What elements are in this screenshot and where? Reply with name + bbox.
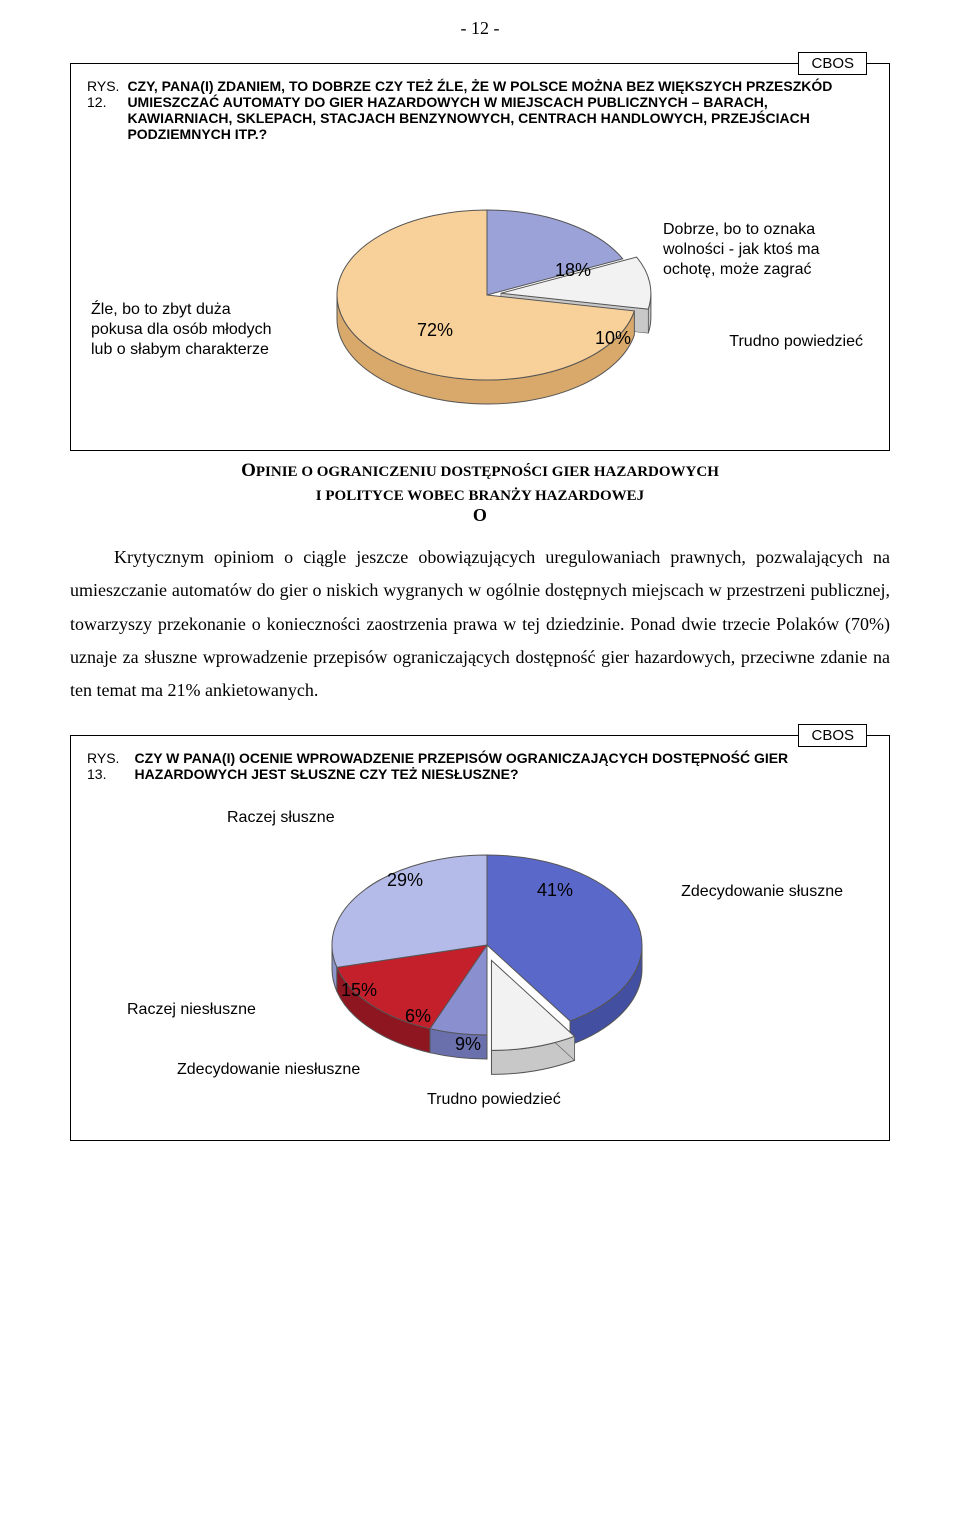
fig12-right-top-label: Dobrze, bo to oznakawolności - jak ktoś …: [663, 220, 863, 280]
section-heading-render: OPINIE O OGRANICZENIU DOSTĘPNOŚCI GIER H…: [80, 460, 880, 482]
label-raczej-sluszne: Raczej słuszne: [227, 808, 335, 828]
figure-13-heading: RYS. 13. CZY W PANA(I) OCENIE WPROWADZEN…: [87, 750, 873, 782]
pct-41: 41%: [537, 880, 573, 901]
section-subheading: I POLITYCE WOBEC BRANŻY HAZARDOWEJ: [80, 488, 880, 505]
figure-13-chart: Raczej słuszne Zdecydowanie słuszne Racz…: [87, 790, 873, 1120]
cbos-tag: CBOS: [798, 52, 867, 75]
pct-9: 9%: [455, 1034, 481, 1055]
figure-13-label: RYS. 13.: [87, 750, 127, 782]
pie-chart-1: [87, 150, 877, 430]
figure-12-chart: Źle, bo to zbyt dużapokusa dla osób młod…: [87, 150, 873, 430]
cbos-tag-2: CBOS: [798, 724, 867, 747]
body-paragraph: Krytycznym opiniom o ciągle jeszcze obow…: [70, 541, 890, 707]
section-heading: OOPINIE O OGRANICZENIU DOSTĘPNOŚCI GIER …: [80, 505, 880, 526]
label-zdec-niesluszne: Zdecydowanie niesłuszne: [177, 1060, 360, 1080]
figure-12-heading: RYS. 12. CZY, PANA(I) ZDANIEM, TO DOBRZE…: [87, 78, 873, 142]
figure-12-title: CZY, PANA(I) ZDANIEM, TO DOBRZE CZY TEŻ …: [127, 78, 873, 142]
pct-29: 29%: [387, 870, 423, 891]
figure-12-label: RYS. 12.: [87, 78, 119, 110]
figure-13-box: CBOS RYS. 13. CZY W PANA(I) OCENIE WPROW…: [70, 735, 890, 1141]
pct-dobrze: 18%: [555, 260, 591, 281]
fig12-left-label: Źle, bo to zbyt dużapokusa dla osób młod…: [91, 300, 301, 360]
figure-12-box: CBOS RYS. 12. CZY, PANA(I) ZDANIEM, TO D…: [70, 63, 890, 451]
fig12-right-bottom-label: Trudno powiedzieć: [729, 332, 863, 352]
pct-6: 6%: [405, 1006, 431, 1027]
pct-15: 15%: [341, 980, 377, 1001]
label-raczej-niesluszne: Raczej niesłuszne: [127, 1000, 256, 1020]
label-zdec-sluszne: Zdecydowanie słuszne: [681, 882, 843, 902]
figure-13-title: CZY W PANA(I) OCENIE WPROWADZENIE PRZEPI…: [135, 750, 873, 782]
pct-trudno: 10%: [595, 328, 631, 349]
label-trudno: Trudno powiedzieć: [427, 1090, 561, 1110]
pct-zle: 72%: [417, 320, 453, 341]
